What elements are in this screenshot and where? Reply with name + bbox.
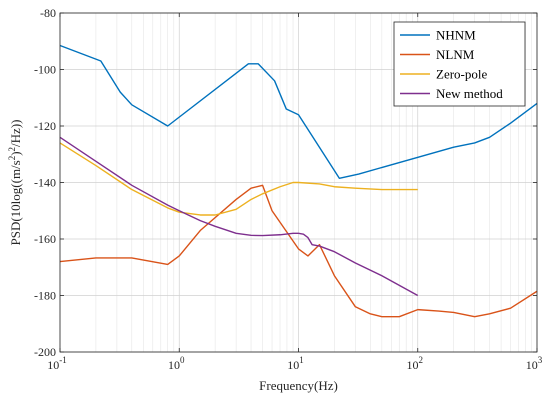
- legend-entry-label: New method: [436, 86, 503, 101]
- y-tick-label: -80: [40, 6, 56, 20]
- y-axis-label-part: 2: [7, 156, 17, 161]
- x-tick-label-exponent: 0: [180, 355, 185, 365]
- axis-ticks: 10-1 100 101 102 103-80-100-120-140-160-180-…: [34, 6, 543, 372]
- x-tick-label-exponent: 3: [538, 355, 543, 365]
- x-tick-label-base: 10: [47, 358, 59, 372]
- legend-box: [393, 21, 526, 107]
- y-axis-label-part: /Hz)): [8, 119, 23, 146]
- x-tick-label-base: 10: [287, 358, 299, 372]
- x-tick-label-base: 10: [526, 358, 538, 372]
- x-tick-label: 101: [287, 355, 304, 372]
- x-tick-label-exponent: 2: [419, 355, 424, 365]
- x-tick-label: 102: [407, 355, 424, 372]
- y-tick-label: -120: [34, 119, 56, 133]
- series-line-new-method: [59, 136, 419, 297]
- x-tick-label: 10-1: [47, 355, 67, 372]
- series-line-nlnm: [59, 184, 538, 318]
- y-axis-label: PSD(10log((m/s2)2/Hz)): [7, 119, 23, 245]
- legend: NHNM NLNM Zero-pole New method: [393, 21, 526, 107]
- series-lines: [59, 44, 538, 318]
- legend-entry-label: NLNM: [436, 47, 475, 62]
- x-tick-label: 103: [526, 355, 543, 372]
- y-tick-label: -180: [34, 289, 56, 303]
- legend-entry-label: NHNM: [436, 28, 476, 43]
- x-tick-label-base: 10: [168, 358, 180, 372]
- x-axis-label: Frequency(Hz): [259, 378, 338, 393]
- y-tick-label: -140: [34, 176, 56, 190]
- y-axis-label-part: 2: [7, 147, 17, 152]
- x-tick-label-base: 10: [407, 358, 419, 372]
- x-tick-label: 100: [168, 355, 185, 372]
- y-tick-label: -200: [34, 345, 56, 359]
- x-tick-label-exponent: -1: [59, 355, 67, 365]
- y-axis-label-part: PSD(10log((m/s: [8, 160, 23, 245]
- x-tick-label-exponent: 1: [299, 355, 304, 365]
- y-axis-label-part: ): [8, 151, 23, 155]
- y-tick-label: -160: [34, 232, 56, 246]
- legend-entry-label: Zero-pole: [436, 67, 487, 82]
- y-tick-label: -100: [34, 63, 56, 77]
- series-line-zero-pole: [59, 142, 418, 216]
- series-line-nhnm: [59, 44, 538, 179]
